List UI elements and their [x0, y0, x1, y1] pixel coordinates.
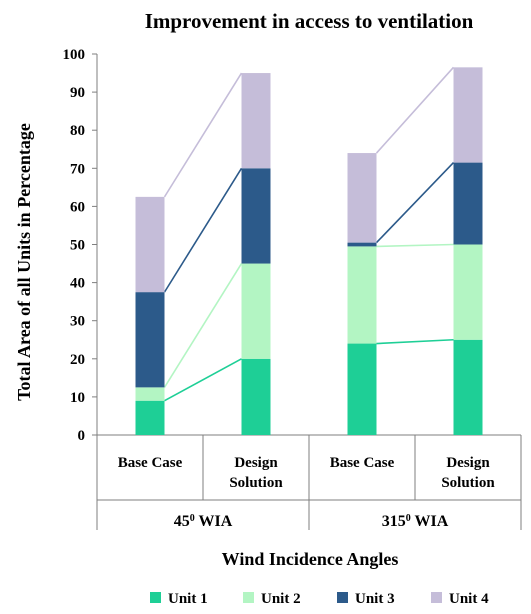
bar-unit-2 — [453, 244, 483, 340]
bar-unit-2 — [347, 246, 377, 344]
series-connector-unit-4 — [163, 72, 243, 198]
bar-unit-3 — [347, 242, 377, 247]
series-connector-unit-3 — [163, 167, 243, 293]
legend-swatch — [243, 592, 254, 603]
series-connector-unit-1 — [376, 338, 454, 345]
y-tick-label: 70 — [70, 161, 85, 177]
y-tick-label: 10 — [70, 390, 85, 406]
x-tick-label: Solution — [229, 475, 283, 491]
legend-label: Unit 1 — [168, 591, 208, 607]
legend-swatch — [431, 592, 442, 603]
x-group-label: 3150 WIA — [382, 513, 449, 531]
legend-label: Unit 2 — [261, 591, 301, 607]
legend: Unit 1 Unit 2 Unit 3 Unit 4 — [150, 591, 489, 607]
plot-area: 0 10 20 30 40 50 60 70 80 90 100 Base Case Design Sol… — [63, 47, 522, 530]
bar-unit-4 — [453, 67, 483, 163]
bar-unit-4 — [135, 196, 165, 293]
y-tick-label: 0 — [78, 428, 86, 444]
bar-unit-3 — [241, 168, 271, 264]
bar-unit-4 — [241, 73, 271, 169]
y-tick-label: 80 — [70, 123, 85, 139]
x-axis-label: Wind Incidence Angles — [222, 549, 399, 569]
legend-label: Unit 3 — [355, 591, 395, 607]
x-tick-label: Design — [446, 455, 490, 471]
y-tick-label: 20 — [70, 352, 85, 368]
legend-swatch — [337, 592, 348, 603]
series-connector-unit-4 — [375, 66, 455, 154]
bar-unit-1 — [453, 339, 483, 435]
series-connector-unit-1 — [164, 358, 242, 402]
bar-unit-2 — [241, 263, 271, 359]
legend-label: Unit 4 — [449, 591, 489, 607]
x-tick-label: Base Case — [330, 455, 395, 471]
y-tick-label: 50 — [70, 238, 85, 254]
series-connector-unit-2 — [163, 263, 243, 388]
chart-title: Improvement in access to ventilation — [145, 9, 474, 33]
bar-unit-1 — [135, 400, 165, 435]
y-axis-label: Total Area of all Units in Percentage — [14, 123, 34, 401]
x-tick-label: Base Case — [118, 455, 183, 471]
bar-unit-1 — [241, 358, 271, 435]
x-group-label: 450 WIA — [174, 513, 233, 531]
bar-unit-4 — [347, 153, 377, 243]
bar-unit-3 — [453, 162, 483, 245]
bar-unit-1 — [347, 343, 377, 435]
bar-unit-3 — [135, 292, 165, 388]
y-tick-label: 100 — [63, 47, 86, 63]
x-tick-label: Design — [234, 455, 278, 471]
y-tick-label: 40 — [70, 276, 85, 292]
y-tick-label: 90 — [70, 85, 85, 101]
series-connector-unit-2 — [376, 243, 454, 248]
bar-unit-2 — [135, 387, 165, 401]
series-connector-unit-3 — [375, 162, 455, 244]
legend-swatch — [150, 592, 161, 603]
y-tick-label: 60 — [70, 199, 85, 215]
y-tick-label: 30 — [70, 314, 85, 330]
x-tick-label: Solution — [441, 475, 495, 491]
